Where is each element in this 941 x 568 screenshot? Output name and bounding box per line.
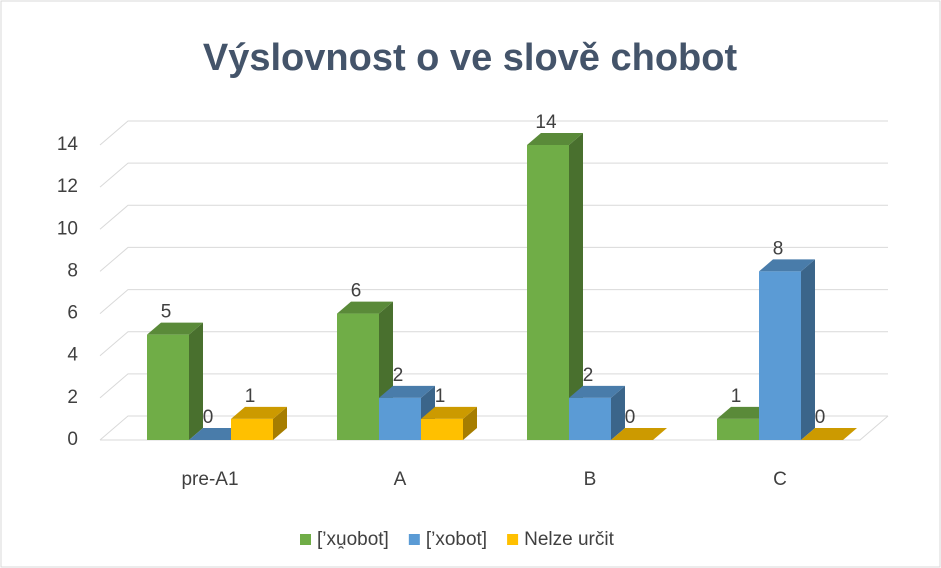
grid-line: [99, 162, 888, 188]
legend-label: [’xobot]: [426, 529, 487, 550]
legend-swatch: [408, 534, 420, 545]
y-tick-label: 4: [67, 345, 78, 366]
data-label: 8: [773, 238, 784, 259]
grid-line: [99, 289, 888, 314]
y-tick-label: 10: [57, 218, 78, 239]
bar-top: [379, 385, 435, 398]
bar-front: [231, 418, 273, 440]
grid-line: [99, 246, 888, 272]
x-tick-label: A: [394, 469, 407, 490]
bar: [527, 133, 583, 440]
bar: [337, 301, 393, 440]
bar: [569, 385, 625, 440]
bar-top: [527, 133, 583, 145]
grid-line: [99, 331, 888, 357]
grid-line: [99, 120, 888, 146]
x-tick-label: C: [773, 469, 787, 490]
bar: [231, 406, 287, 440]
bar-side: [801, 259, 815, 440]
data-label: 0: [203, 407, 214, 428]
x-tick-label: pre-A1: [181, 469, 238, 490]
legend-label: Nelze určit: [524, 529, 614, 550]
bar: [421, 406, 477, 440]
bar: [801, 428, 857, 440]
legend-swatch: [300, 534, 311, 545]
data-label: 1: [435, 386, 446, 407]
data-label: 1: [245, 386, 256, 407]
bar-front: [379, 397, 421, 440]
data-label: 6: [351, 281, 362, 302]
bar-front: [759, 271, 801, 440]
bar: [147, 322, 203, 440]
bar-front: [147, 334, 189, 440]
bar-side: [463, 406, 477, 440]
legend-swatch: [507, 534, 519, 545]
legend-label: [’xu̯obot]: [317, 529, 389, 550]
grid-line: [99, 204, 888, 230]
bar: [611, 428, 667, 440]
bar-side: [569, 133, 583, 440]
data-label: 1: [731, 386, 742, 407]
y-tick-label: 6: [67, 303, 78, 324]
bar-top: [801, 428, 857, 440]
bar-front: [569, 397, 611, 440]
data-label: 2: [393, 365, 404, 386]
bar-top: [231, 406, 287, 419]
bar-top: [147, 322, 203, 335]
bar-front: [421, 418, 463, 440]
x-tick-label: B: [584, 469, 597, 490]
bar-side: [273, 406, 287, 440]
bar-front: [527, 145, 569, 440]
bar-front: [717, 418, 759, 440]
bar-top: [569, 385, 625, 398]
bar-top: [421, 406, 477, 419]
y-tick-label: 8: [67, 260, 78, 281]
bar: [759, 259, 815, 440]
bar-top: [611, 428, 667, 440]
grid-line: [99, 415, 888, 441]
bar-top: [759, 259, 815, 272]
bar-side: [189, 322, 203, 440]
bar-side: [611, 385, 625, 440]
y-tick-label: 2: [67, 387, 78, 408]
data-label: 0: [625, 407, 636, 428]
data-label: 2: [583, 365, 594, 386]
data-label: 5: [161, 302, 172, 323]
bar-top: [337, 301, 393, 314]
grid-line: [99, 373, 888, 399]
bar-front: [337, 313, 379, 440]
chart-title: Výslovnost o ve slově chobot: [203, 37, 738, 79]
data-label: 0: [815, 407, 826, 428]
y-tick-label: 12: [57, 176, 78, 197]
y-tick-label: 0: [67, 429, 78, 450]
y-tick-label: 14: [57, 134, 79, 155]
data-label: 14: [535, 112, 557, 133]
